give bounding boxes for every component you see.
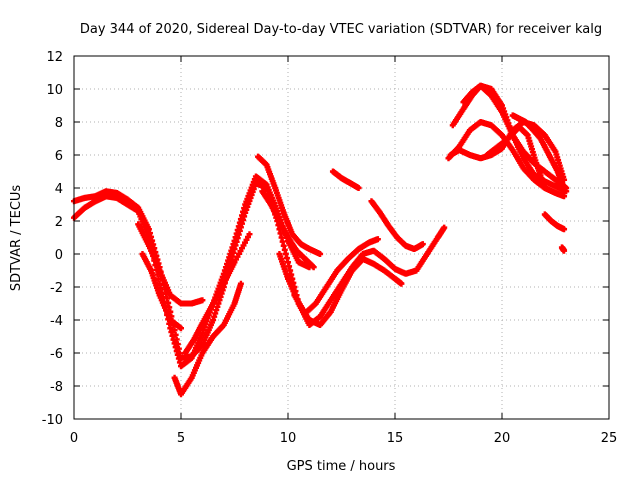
series-track-13 <box>445 119 568 200</box>
data-point <box>561 226 568 233</box>
y-tick-label: 0 <box>55 248 63 263</box>
y-tick-label: -6 <box>50 347 63 362</box>
data-point <box>374 236 381 243</box>
data-point <box>561 247 568 254</box>
data-point <box>561 185 568 191</box>
data-point <box>237 280 244 287</box>
y-axis-title: SDTVAR / TECUs <box>9 185 24 292</box>
y-tick-label: 8 <box>55 116 63 131</box>
plot-frame <box>73 55 610 420</box>
y-tick-label: 4 <box>55 182 63 197</box>
data-point <box>541 185 548 191</box>
x-tick-label: 0 <box>70 431 78 446</box>
y-tick-label: -4 <box>50 314 63 329</box>
series-track-20 <box>558 244 568 254</box>
series-track-12 <box>368 198 426 253</box>
data-point <box>310 264 317 271</box>
chart-title: Day 344 of 2020, Sidereal Day-to-day VTE… <box>80 22 602 37</box>
y-tick-label: 10 <box>46 83 63 98</box>
series-track-18 <box>509 112 568 191</box>
data-point <box>398 280 405 287</box>
series-track-3 <box>135 221 206 307</box>
data-point <box>441 224 448 231</box>
series-track-7 <box>255 153 324 257</box>
y-tick-label: 12 <box>46 50 63 65</box>
y-tick-label: 2 <box>55 215 63 230</box>
y-tick-label: -10 <box>42 413 63 428</box>
y-tick-label: 6 <box>55 149 63 164</box>
data-point <box>246 231 253 238</box>
data-points <box>71 82 570 398</box>
data-point <box>561 193 568 200</box>
x-tick-label: 20 <box>494 431 511 446</box>
data-point <box>199 297 206 304</box>
series-track-4 <box>139 251 184 332</box>
y-tick-labels: -10 -8 -6 -4 -2 0 2 4 6 8 10 12 <box>42 50 63 428</box>
axis-ticks <box>73 55 610 420</box>
series-track-11 <box>329 168 362 191</box>
series-track-6 <box>182 231 253 356</box>
data-point <box>355 185 362 191</box>
series-track-17 <box>484 123 548 191</box>
x-tick-labels: 0 5 10 15 20 25 <box>70 431 617 446</box>
x-tick-label: 25 <box>601 431 618 446</box>
data-point <box>178 325 184 332</box>
series-track-10 <box>291 236 381 317</box>
data-point <box>419 241 426 248</box>
x-axis-title: GPS time / hours <box>287 459 396 474</box>
y-tick-label: -8 <box>50 380 63 395</box>
series-track-8 <box>259 188 317 271</box>
series-track-5 <box>171 280 244 398</box>
y-tick-label: -2 <box>50 281 63 296</box>
x-tick-label: 10 <box>280 431 297 446</box>
series-track-19 <box>541 211 568 233</box>
x-tick-label: 5 <box>177 431 185 446</box>
data-point <box>317 251 324 257</box>
x-tick-label: 15 <box>387 431 404 446</box>
